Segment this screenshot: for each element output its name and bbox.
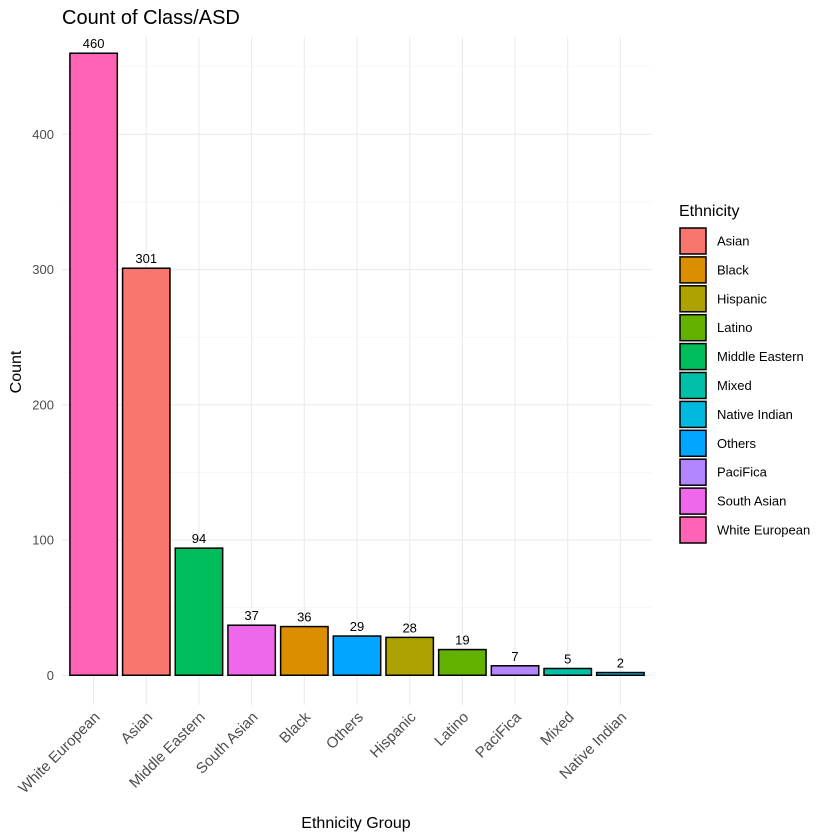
- bar-value-label: 7: [511, 649, 518, 664]
- bars: [69, 52, 645, 677]
- legend-key: [679, 429, 707, 458]
- legend-label: Asian: [717, 234, 750, 249]
- y-tick-label: 200: [32, 397, 54, 412]
- legend-key: [679, 285, 707, 313]
- bar-value-labels: 460 301 94 37 36 29 28 19 7 5 2: [83, 36, 624, 670]
- y-axis-title: Count: [8, 350, 25, 393]
- bar: [543, 667, 593, 677]
- y-axis-ticks: 0 100 200 300 400: [32, 127, 54, 683]
- bar-value-label: 460: [83, 36, 105, 51]
- legend-title: Ethnicity: [679, 203, 739, 220]
- legend-key: [679, 400, 707, 429]
- bar: [121, 267, 171, 677]
- legend-key: [679, 342, 707, 371]
- y-tick-label: 400: [32, 127, 54, 142]
- x-tick-label: Latino: [431, 709, 472, 750]
- y-tick-label: 300: [32, 262, 54, 277]
- bar-value-label: 94: [192, 531, 206, 546]
- legend-label: Middle Eastern: [717, 349, 804, 364]
- chart-title: Count of Class/ASD: [62, 7, 240, 29]
- legend-label: Black: [717, 262, 749, 277]
- bar: [490, 665, 540, 677]
- x-tick-label: PaciFica: [472, 708, 525, 761]
- bar-value-label: 2: [617, 656, 624, 671]
- legend-label: Latino: [717, 320, 752, 335]
- bar-value-label: 301: [135, 251, 157, 266]
- x-tick-label: Mixed: [537, 709, 577, 749]
- bar: [437, 648, 487, 677]
- bar: [69, 52, 119, 677]
- x-tick-label: Asian: [118, 709, 157, 748]
- bar-value-label: 19: [455, 633, 469, 648]
- legend-label: Others: [717, 436, 757, 451]
- bar: [227, 624, 277, 677]
- x-tick-label: Black: [276, 708, 314, 746]
- bar: [279, 625, 329, 677]
- legend-label: Hispanic: [717, 291, 767, 306]
- bar-value-label: 28: [402, 620, 416, 635]
- bar-value-label: 37: [244, 608, 258, 623]
- y-tick-label: 100: [32, 533, 54, 548]
- legend-key: [679, 227, 707, 255]
- x-tick-label: Others: [323, 709, 367, 753]
- bar-value-label: 5: [564, 651, 571, 666]
- y-tick-label: 0: [47, 668, 54, 683]
- bar-value-label: 29: [350, 619, 364, 634]
- bar: [332, 635, 382, 677]
- legend-key: [679, 487, 707, 515]
- legend-key: [679, 371, 707, 400]
- legend-label: Native Indian: [717, 407, 793, 422]
- bar: [174, 547, 224, 677]
- legend-label: PaciFica: [717, 465, 768, 480]
- bar: [385, 636, 435, 677]
- legend-label: White European: [717, 523, 810, 538]
- legend-key: [679, 256, 707, 284]
- legend-key: [679, 516, 707, 544]
- legend: Ethnicity Asian Black Hispanic Latino Middle…: [679, 203, 810, 544]
- x-tick-label: White European: [15, 709, 103, 797]
- legend-label: South Asian: [717, 494, 786, 509]
- bar: [595, 671, 645, 677]
- x-tick-label: Hispanic: [367, 708, 420, 761]
- bar-value-label: 36: [297, 610, 311, 625]
- legend-key: [679, 458, 707, 486]
- legend-label: Mixed: [717, 378, 752, 393]
- x-axis-title: Ethnicity Group: [301, 815, 410, 832]
- legend-key: [679, 313, 707, 342]
